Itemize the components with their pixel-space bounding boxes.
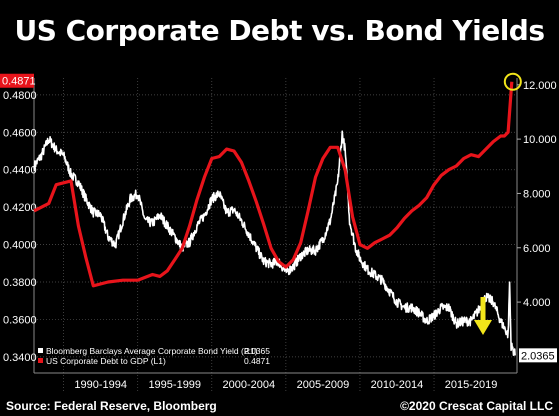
highlight-circle (503, 72, 522, 91)
yield-last-value-badge (519, 348, 557, 363)
x-tick-label: 1990-1994 (74, 379, 127, 391)
left-tick-label: 0.3800 (3, 277, 37, 289)
source-note: Source: Federal Reserve, Bloomberg (6, 399, 217, 413)
right-tick-label: 6.000 (523, 243, 551, 255)
down-arrow-head (474, 320, 492, 335)
left-tick-label: 0.3400 (3, 352, 37, 364)
copyright-note: ©2020 Crescat Capital LLC (400, 399, 553, 413)
left-tick-label: 0.4400 (3, 165, 37, 177)
legend-label: Bloomberg Barclays Average Corporate Bon… (46, 346, 258, 356)
axes (33, 78, 518, 374)
x-tick-label: 2000-2004 (223, 379, 276, 391)
left-axis-ticks: 0.3400 0.3600 0.3800 0.4000 0.4200 0.4400 0.46… (3, 90, 37, 364)
yield-last-value-label: 2.0365 (521, 350, 555, 362)
right-axis-ticks: 4.000 6.000 8.000 10.000 12.000 (517, 80, 557, 309)
left-tick-label: 0.4800 (3, 90, 37, 102)
x-tick-label: 2015-2019 (445, 379, 498, 391)
left-tick-label: 0.4200 (3, 202, 37, 214)
grid (34, 78, 517, 392)
x-tick-label: 1995-1999 (148, 379, 201, 391)
left-tick-label: 0.4000 (3, 240, 37, 252)
chart-title: US Corporate Debt vs. Bond Yields (14, 14, 545, 47)
legend-label: US Corporate Debt to GDP (L1) (46, 356, 166, 366)
legend-value: 2.0365 (244, 346, 270, 356)
right-tick-label: 12.000 (523, 80, 557, 92)
legend-swatch (38, 348, 43, 353)
debt-last-value-label: 0.4871 (2, 76, 36, 88)
legend-swatch (38, 358, 43, 363)
right-tick-label: 8.000 (523, 188, 551, 200)
right-tick-label: 4.000 (523, 297, 551, 309)
x-axis-ticks: 1990-1994 1995-1999 2000-2004 2005-2009 2010… (74, 379, 497, 391)
left-tick-label: 0.4600 (3, 127, 37, 139)
legend-value: 0.4871 (244, 356, 270, 366)
x-tick-label: 2010-2014 (371, 379, 424, 391)
debt-series-line (33, 81, 514, 288)
series-layer (33, 81, 516, 357)
legend: Bloomberg Barclays Average Corporate Bon… (38, 346, 270, 366)
right-tick-label: 10.000 (523, 134, 557, 146)
yield-series-line (33, 130, 516, 357)
x-tick-label: 2005-2009 (297, 379, 350, 391)
left-tick-label: 0.3600 (3, 314, 37, 326)
debt-last-value-badge (0, 73, 34, 88)
annotations (474, 72, 522, 335)
